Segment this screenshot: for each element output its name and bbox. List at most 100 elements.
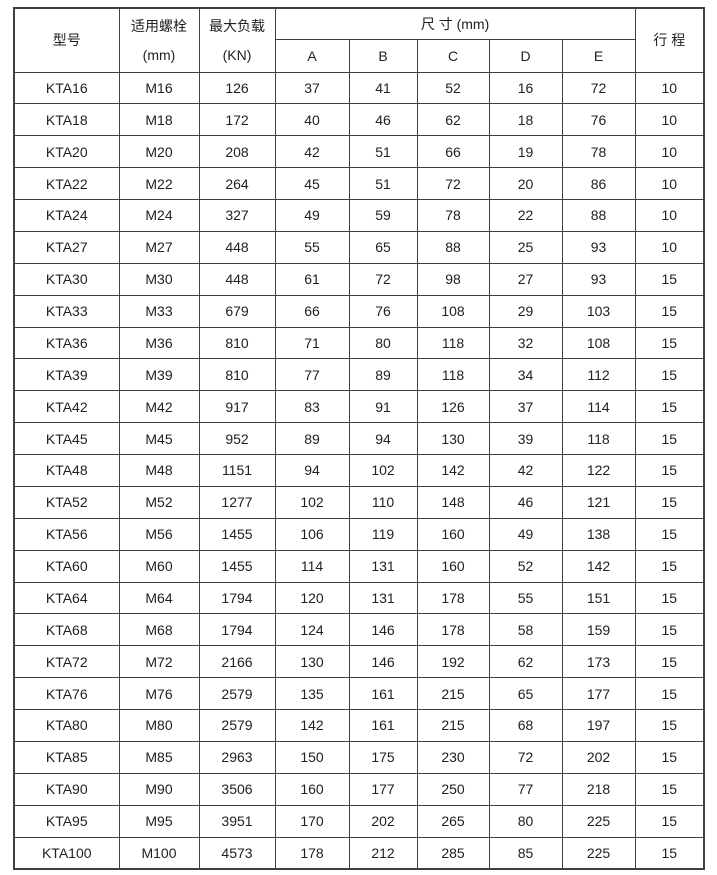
model-cell: KTA30 bbox=[13, 262, 120, 296]
bolt-cell: M76 bbox=[118, 677, 200, 710]
stroke-cell: 10 bbox=[634, 71, 705, 105]
dim-d-cell: 58 bbox=[488, 613, 563, 647]
dim-c-cell: 265 bbox=[416, 804, 490, 838]
dim-b-cell: 51 bbox=[348, 167, 418, 200]
dim-c-cell: 98 bbox=[416, 262, 490, 296]
header-bolt: 适用螺栓 (mm) bbox=[118, 7, 200, 73]
header-dimensions: 尺 寸 (mm) bbox=[274, 7, 636, 40]
header-dim-e: E bbox=[561, 38, 636, 73]
table-row: KTA72 M72 2166 130 146 192 62 173 15 bbox=[13, 645, 705, 679]
table-row: KTA56 M56 1455 106 119 160 49 138 15 bbox=[13, 517, 705, 551]
dim-a-cell: 130 bbox=[274, 645, 350, 679]
table-body: KTA16 M16 126 37 41 52 16 72 10 KTA18 M18 172 40 46 62… bbox=[13, 71, 705, 870]
model-cell: KTA95 bbox=[13, 804, 120, 838]
dim-a-cell: 55 bbox=[274, 230, 350, 264]
dim-a-cell: 89 bbox=[274, 422, 350, 455]
bolt-cell: M48 bbox=[118, 454, 200, 487]
table-row: KTA48 M48 1151 94 102 142 42 122 15 bbox=[13, 454, 705, 487]
dim-a-cell: 94 bbox=[274, 454, 350, 487]
dim-e-cell: 122 bbox=[561, 454, 636, 487]
dim-b-cell: 76 bbox=[348, 294, 418, 328]
dim-a-cell: 102 bbox=[274, 485, 350, 519]
dim-e-cell: 159 bbox=[561, 613, 636, 647]
stroke-cell: 10 bbox=[634, 167, 705, 200]
dim-d-cell: 27 bbox=[488, 262, 563, 296]
dim-c-cell: 178 bbox=[416, 581, 490, 615]
dim-b-cell: 59 bbox=[348, 199, 418, 232]
stroke-cell: 15 bbox=[634, 549, 705, 583]
dim-d-cell: 25 bbox=[488, 230, 563, 264]
dim-b-cell: 161 bbox=[348, 709, 418, 742]
stroke-cell: 15 bbox=[634, 836, 705, 870]
dim-d-cell: 49 bbox=[488, 517, 563, 551]
dim-b-cell: 72 bbox=[348, 262, 418, 296]
dim-e-cell: 177 bbox=[561, 677, 636, 710]
model-cell: KTA24 bbox=[13, 199, 120, 232]
dim-d-cell: 16 bbox=[488, 71, 563, 105]
dim-e-cell: 138 bbox=[561, 517, 636, 551]
header-bolt-unit: (mm) bbox=[142, 46, 176, 63]
stroke-cell: 15 bbox=[634, 645, 705, 679]
dim-c-cell: 215 bbox=[416, 709, 490, 742]
dim-d-cell: 55 bbox=[488, 581, 563, 615]
load-cell: 917 bbox=[198, 390, 276, 424]
model-cell: KTA76 bbox=[13, 677, 120, 710]
model-cell: KTA22 bbox=[13, 167, 120, 200]
load-cell: 3506 bbox=[198, 772, 276, 806]
header-load: 最大负载 (KN) bbox=[198, 7, 276, 73]
stroke-cell: 15 bbox=[634, 262, 705, 296]
header-load-unit: (KN) bbox=[222, 46, 252, 63]
table-row: KTA20 M20 208 42 51 66 19 78 10 bbox=[13, 135, 705, 169]
bolt-cell: M16 bbox=[118, 71, 200, 105]
table-row: KTA39 M39 810 77 89 118 34 112 15 bbox=[13, 358, 705, 392]
load-cell: 3951 bbox=[198, 804, 276, 838]
dim-a-cell: 124 bbox=[274, 613, 350, 647]
header-row-main: 型号 适用螺栓 (mm) 最大负载 (KN) 尺 寸 (mm) 行 程 bbox=[13, 7, 705, 73]
dim-d-cell: 85 bbox=[488, 836, 563, 870]
dim-d-cell: 80 bbox=[488, 804, 563, 838]
model-cell: KTA60 bbox=[13, 549, 120, 583]
dim-e-cell: 202 bbox=[561, 740, 636, 774]
stroke-cell: 15 bbox=[634, 677, 705, 710]
dim-b-cell: 102 bbox=[348, 454, 418, 487]
dim-e-cell: 78 bbox=[561, 135, 636, 169]
bolt-cell: M42 bbox=[118, 390, 200, 424]
bolt-cell: M85 bbox=[118, 740, 200, 774]
header-dim-b: B bbox=[348, 38, 418, 73]
dim-e-cell: 108 bbox=[561, 326, 636, 360]
dim-d-cell: 19 bbox=[488, 135, 563, 169]
table-row: KTA100 M100 4573 178 212 285 85 225 15 bbox=[13, 836, 705, 870]
stroke-cell: 10 bbox=[634, 230, 705, 264]
dim-d-cell: 34 bbox=[488, 358, 563, 392]
model-cell: KTA90 bbox=[13, 772, 120, 806]
stroke-cell: 15 bbox=[634, 740, 705, 774]
dim-d-cell: 65 bbox=[488, 677, 563, 710]
load-cell: 448 bbox=[198, 262, 276, 296]
load-cell: 2579 bbox=[198, 677, 276, 710]
dim-d-cell: 32 bbox=[488, 326, 563, 360]
model-cell: KTA18 bbox=[13, 103, 120, 137]
dim-a-cell: 71 bbox=[274, 326, 350, 360]
dim-a-cell: 61 bbox=[274, 262, 350, 296]
dim-e-cell: 86 bbox=[561, 167, 636, 200]
dim-b-cell: 94 bbox=[348, 422, 418, 455]
dim-c-cell: 88 bbox=[416, 230, 490, 264]
bolt-cell: M27 bbox=[118, 230, 200, 264]
dim-e-cell: 93 bbox=[561, 230, 636, 264]
dim-d-cell: 29 bbox=[488, 294, 563, 328]
dim-d-cell: 39 bbox=[488, 422, 563, 455]
model-cell: KTA33 bbox=[13, 294, 120, 328]
table-row: KTA22 M22 264 45 51 72 20 86 10 bbox=[13, 167, 705, 200]
load-cell: 1151 bbox=[198, 454, 276, 487]
bolt-cell: M56 bbox=[118, 517, 200, 551]
dim-c-cell: 66 bbox=[416, 135, 490, 169]
dim-c-cell: 126 bbox=[416, 390, 490, 424]
dim-c-cell: 148 bbox=[416, 485, 490, 519]
table-row: KTA90 M90 3506 160 177 250 77 218 15 bbox=[13, 772, 705, 806]
table-row: KTA85 M85 2963 150 175 230 72 202 15 bbox=[13, 740, 705, 774]
dim-e-cell: 112 bbox=[561, 358, 636, 392]
dim-b-cell: 51 bbox=[348, 135, 418, 169]
dim-e-cell: 88 bbox=[561, 199, 636, 232]
table-row: KTA36 M36 810 71 80 118 32 108 15 bbox=[13, 326, 705, 360]
stroke-cell: 15 bbox=[634, 422, 705, 455]
